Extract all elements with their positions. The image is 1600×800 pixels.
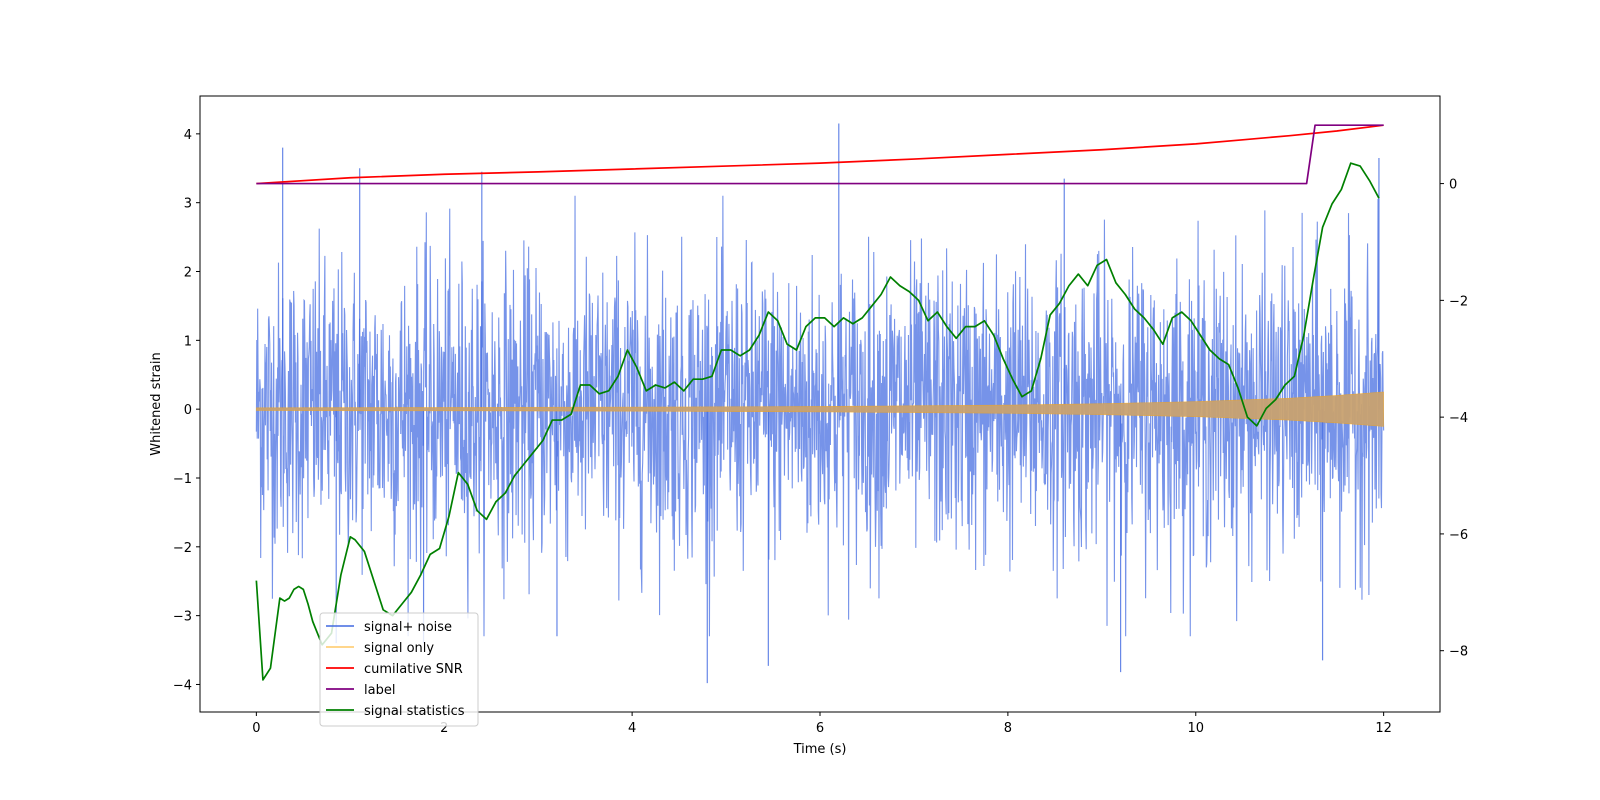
y-tick-label-6: 2 [184, 266, 192, 281]
x-axis-label: Time (s) [793, 742, 847, 757]
series-cumulative-snr [256, 124, 1384, 185]
y-tick-label-4: 0 [184, 403, 192, 418]
plot-area [255, 123, 1385, 684]
y-tick-label-5: 1 [184, 334, 192, 349]
y2-tick-label-4: 0 [1449, 178, 1457, 193]
y-tick-label-7: 3 [184, 197, 192, 212]
y-tick-label-0: −4 [173, 678, 192, 693]
x-tick-label-2: 4 [628, 721, 636, 736]
x-tick-label-3: 6 [816, 721, 824, 736]
legend-box [319, 612, 479, 727]
y-axis-label: Whitened strain [149, 352, 164, 455]
legend-entry-4: signal statistics [364, 704, 465, 719]
y2-tick-label-3: −2 [1449, 294, 1468, 309]
legend-entry-2: cumilative SNR [364, 662, 463, 677]
series-signal-noise [255, 195, 1385, 637]
x-tick-label-1: 2 [440, 721, 448, 736]
y-tick-label-8: 4 [184, 128, 192, 143]
legend-entry-1: signal only [364, 641, 434, 656]
y-tick-label-3: −1 [173, 472, 192, 487]
y-tick-label-2: −2 [173, 541, 192, 556]
y2-tick-label-0: −8 [1449, 645, 1468, 660]
series-signal-statistics [255, 162, 1380, 681]
legend-entry-0: signal+ noise [364, 620, 452, 635]
legend: signal+ noise signal only cumilative SNR la… [319, 612, 479, 727]
y2-tick-label-2: −4 [1449, 411, 1468, 426]
series-label [256, 124, 1384, 185]
x-tick-label-4: 8 [1004, 721, 1012, 736]
x-tick-label-6: 12 [1375, 721, 1392, 736]
y2-tick-label-1: −6 [1449, 528, 1468, 543]
y-tick-label-1: −3 [173, 610, 192, 625]
x-tick-label-0: 0 [252, 721, 260, 736]
series-signal-only [256, 391, 1384, 427]
legend-entry-3: label [364, 683, 395, 698]
x-tick-label-5: 10 [1187, 721, 1204, 736]
